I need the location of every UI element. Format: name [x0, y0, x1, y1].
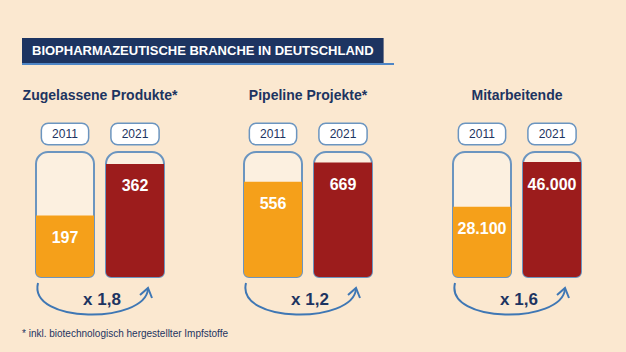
svg-text:Mitarbeitende: Mitarbeitende [471, 87, 562, 103]
svg-text:Pipeline Projekte*: Pipeline Projekte* [249, 87, 368, 103]
svg-text:28.100: 28.100 [458, 220, 507, 237]
svg-text:46.000: 46.000 [528, 176, 577, 193]
svg-text:BIOPHARMAZEUTISCHE BRANCHE IN: BIOPHARMAZEUTISCHE BRANCHE IN DEUTSCHLAN… [32, 43, 374, 58]
svg-text:* inkl. biotechnologisch herge: * inkl. biotechnologisch hergestellter I… [22, 328, 228, 339]
svg-text:2021: 2021 [122, 127, 149, 141]
svg-text:x 1,6: x 1,6 [500, 290, 538, 309]
svg-text:669: 669 [330, 176, 357, 193]
svg-text:556: 556 [260, 195, 287, 212]
svg-text:2021: 2021 [539, 127, 566, 141]
svg-text:2011: 2011 [260, 127, 286, 141]
svg-text:Zugelassene Produkte*: Zugelassene Produkte* [23, 87, 178, 103]
svg-text:2011: 2011 [469, 127, 495, 141]
svg-text:2021: 2021 [330, 127, 357, 141]
svg-text:x 1,8: x 1,8 [83, 290, 121, 309]
svg-text:362: 362 [122, 177, 149, 194]
svg-text:2011: 2011 [52, 127, 78, 141]
svg-text:197: 197 [52, 229, 79, 246]
svg-text:x 1,2: x 1,2 [291, 290, 329, 309]
